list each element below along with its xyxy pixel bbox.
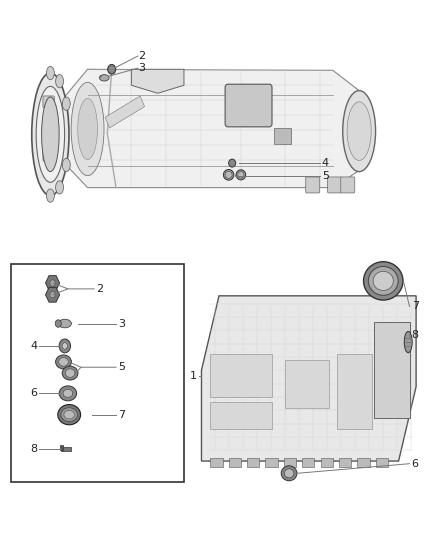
FancyBboxPatch shape	[43, 96, 54, 108]
Ellipse shape	[62, 97, 70, 110]
Polygon shape	[201, 296, 416, 461]
Bar	[265, 458, 278, 467]
Bar	[357, 458, 370, 467]
Text: 8: 8	[412, 330, 419, 340]
Ellipse shape	[58, 319, 71, 328]
Text: 2: 2	[138, 51, 145, 61]
Bar	[374, 322, 410, 418]
Ellipse shape	[62, 366, 78, 380]
Ellipse shape	[64, 410, 74, 419]
Bar	[11, 264, 184, 482]
Ellipse shape	[78, 98, 97, 160]
Bar	[60, 445, 63, 450]
Text: 8: 8	[31, 445, 38, 454]
Ellipse shape	[59, 358, 68, 366]
Text: 4: 4	[31, 341, 38, 351]
Ellipse shape	[71, 82, 104, 176]
Bar	[376, 458, 388, 467]
Text: 2: 2	[96, 284, 103, 294]
Circle shape	[59, 339, 71, 353]
Bar	[337, 354, 372, 429]
Circle shape	[50, 292, 55, 298]
Polygon shape	[35, 69, 359, 188]
Ellipse shape	[56, 75, 64, 88]
Text: 3: 3	[138, 63, 145, 73]
FancyBboxPatch shape	[341, 177, 355, 193]
Text: 7: 7	[412, 302, 419, 311]
Polygon shape	[105, 96, 145, 128]
Bar	[247, 458, 259, 467]
FancyBboxPatch shape	[43, 123, 54, 134]
Ellipse shape	[56, 181, 64, 194]
Text: 3: 3	[118, 319, 125, 328]
FancyBboxPatch shape	[328, 177, 342, 193]
Ellipse shape	[56, 355, 71, 369]
Circle shape	[50, 280, 55, 286]
Text: 4: 4	[322, 158, 329, 168]
Polygon shape	[46, 276, 60, 290]
Bar	[210, 402, 272, 429]
Ellipse shape	[364, 262, 403, 300]
Text: 6: 6	[31, 389, 38, 398]
Ellipse shape	[61, 408, 78, 422]
Bar	[284, 458, 296, 467]
Bar	[61, 447, 71, 451]
Ellipse shape	[65, 369, 75, 377]
Ellipse shape	[225, 171, 232, 178]
Text: 7: 7	[118, 410, 125, 419]
Bar	[210, 354, 272, 397]
Ellipse shape	[32, 73, 69, 196]
Text: 5: 5	[322, 171, 329, 181]
Bar	[302, 458, 314, 467]
Ellipse shape	[284, 469, 294, 478]
FancyBboxPatch shape	[43, 149, 54, 161]
Bar	[285, 360, 328, 408]
Bar	[229, 458, 241, 467]
Ellipse shape	[46, 66, 54, 80]
Polygon shape	[131, 69, 184, 93]
Ellipse shape	[46, 189, 54, 203]
Ellipse shape	[42, 97, 59, 172]
Text: 6: 6	[412, 459, 419, 469]
Ellipse shape	[58, 405, 81, 425]
Ellipse shape	[343, 91, 376, 172]
Ellipse shape	[63, 389, 73, 398]
Ellipse shape	[36, 86, 65, 182]
Ellipse shape	[347, 102, 371, 160]
Ellipse shape	[368, 266, 398, 295]
Circle shape	[62, 343, 67, 349]
Bar	[274, 128, 291, 144]
Ellipse shape	[59, 386, 77, 401]
Ellipse shape	[99, 75, 109, 81]
Ellipse shape	[404, 332, 412, 353]
Polygon shape	[46, 287, 60, 302]
Ellipse shape	[108, 64, 116, 74]
Text: 1: 1	[190, 371, 197, 381]
Bar	[339, 458, 351, 467]
Bar	[210, 458, 223, 467]
Ellipse shape	[62, 158, 70, 172]
Ellipse shape	[238, 172, 244, 178]
Ellipse shape	[236, 169, 246, 180]
Bar	[321, 458, 333, 467]
Text: 5: 5	[118, 362, 125, 372]
Ellipse shape	[229, 159, 236, 167]
FancyBboxPatch shape	[225, 84, 272, 127]
Ellipse shape	[223, 169, 234, 180]
FancyBboxPatch shape	[306, 177, 320, 193]
Ellipse shape	[281, 466, 297, 481]
Circle shape	[55, 320, 61, 327]
Ellipse shape	[373, 271, 393, 290]
